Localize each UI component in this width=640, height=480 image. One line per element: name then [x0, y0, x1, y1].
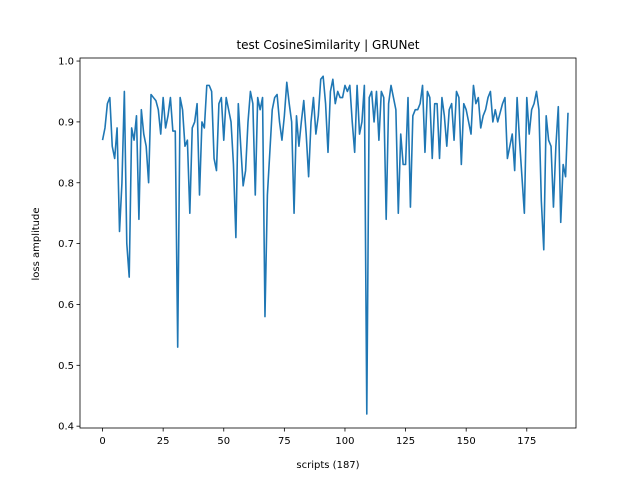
- x-tick-label: 50: [217, 436, 230, 447]
- chart-title: test CosineSimilarity | GRUNet: [236, 38, 419, 52]
- y-axis-label: loss amplitude: [31, 207, 42, 280]
- x-axis-label: scripts (187): [296, 460, 359, 471]
- axes-frame: [79, 57, 577, 429]
- x-tick-label: 100: [335, 436, 354, 447]
- y-tick-label: 0.9: [58, 117, 74, 128]
- x-tick-label: 175: [517, 436, 536, 447]
- y-tick-label: 0.4: [58, 422, 74, 433]
- plot-area: [101, 75, 569, 415]
- x-tick-label: 125: [396, 436, 415, 447]
- x-tick-label: 150: [457, 436, 476, 447]
- x-tick-label: 0: [99, 436, 105, 447]
- y-tick-label: 1.0: [58, 57, 74, 68]
- x-tick-label: 25: [157, 436, 170, 447]
- y-tick-label: 0.8: [58, 178, 74, 189]
- y-tick-label: 0.7: [58, 239, 74, 250]
- y-tick-label: 0.6: [58, 300, 74, 311]
- series-line-0: [101, 75, 569, 415]
- y-tick-label: 0.5: [58, 361, 74, 372]
- x-tick-label: 75: [278, 436, 291, 447]
- axes: 0 25 50 75 100 125 150 175 0.4 0.5 0.6 0.7 0.8 0.9 1.0: [58, 57, 577, 447]
